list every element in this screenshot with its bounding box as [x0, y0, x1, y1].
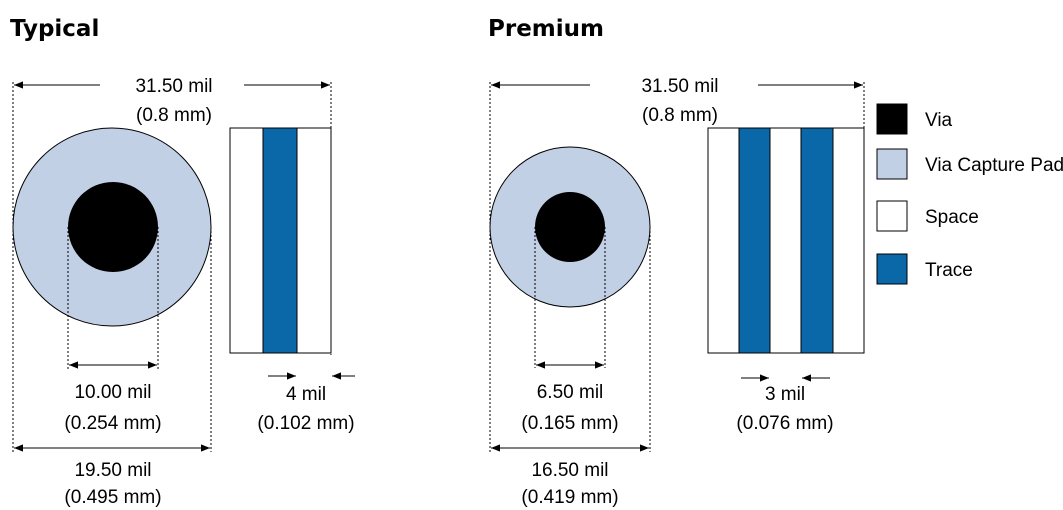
- premium-title: Premium: [488, 16, 604, 42]
- typical-pad-diameter-mm-label: (0.495 mm): [64, 487, 161, 508]
- typical-trace: [262, 127, 298, 354]
- typical-overall-width-mm-label: (0.8 mm): [136, 105, 212, 126]
- typical-via-diameter-label: 10.00 mil: [74, 382, 151, 403]
- typical-panel: Typical 31.50 mil (0.8 mm) 10.00 mil (0.…: [10, 16, 355, 508]
- premium-trace-space-label: 3 mil: [765, 384, 805, 405]
- typical-overall-width-label: 31.50 mil: [135, 76, 212, 97]
- legend-swatch-space: [876, 200, 908, 232]
- premium-via: [535, 192, 605, 262]
- legend-label-via-capture-pad: Via Capture Pad: [925, 155, 1063, 176]
- legend-label-space: Space: [925, 207, 979, 228]
- premium-trace-1: [738, 127, 771, 354]
- premium-pad-diameter-label: 16.50 mil: [531, 460, 608, 481]
- premium-panel: Premium 31.50 mil (0.8 mm) 6.50 mil (0.1…: [488, 16, 865, 508]
- typical-title: Typical: [10, 16, 99, 42]
- legend: Via Via Capture Pad Space Trace: [876, 103, 1063, 285]
- premium-via-diameter-label: 6.50 mil: [537, 382, 604, 403]
- legend-label-trace: Trace: [925, 260, 973, 281]
- typical-trace-space-mm-label: (0.102 mm): [257, 413, 354, 434]
- legend-swatch-via: [876, 103, 908, 135]
- premium-space-3: [832, 127, 865, 354]
- premium-trace-space-mm-label: (0.076 mm): [736, 413, 833, 434]
- typical-via-diameter-mm-label: (0.254 mm): [64, 413, 161, 434]
- typical-space-right: [296, 127, 332, 354]
- premium-space-1: [707, 127, 740, 354]
- premium-overall-width-mm-label: (0.8 mm): [642, 105, 718, 126]
- typical-space-left: [229, 127, 264, 354]
- typical-via: [68, 182, 158, 272]
- premium-trace-2: [800, 127, 834, 354]
- premium-via-diameter-mm-label: (0.165 mm): [521, 413, 618, 434]
- legend-swatch-trace: [876, 253, 908, 285]
- premium-pad-diameter-mm-label: (0.419 mm): [521, 487, 618, 508]
- typical-trace-space-label: 4 mil: [286, 384, 326, 405]
- premium-overall-width-label: 31.50 mil: [641, 76, 718, 97]
- legend-label-via: Via: [925, 110, 953, 131]
- premium-space-2: [769, 127, 802, 354]
- legend-swatch-via-capture-pad: [876, 148, 908, 180]
- typical-pad-diameter-label: 19.50 mil: [74, 460, 151, 481]
